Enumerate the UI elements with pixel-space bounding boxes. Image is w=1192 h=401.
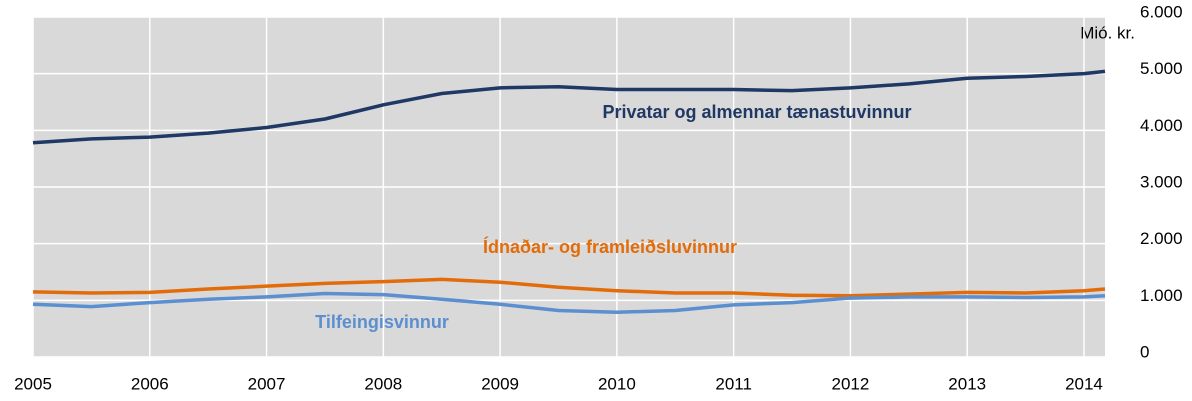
x-tick-label: 2012: [832, 374, 870, 393]
series-line: [32, 69, 1106, 145]
y-tick-label: 4.000: [1140, 116, 1183, 135]
x-tick-label: 2009: [481, 374, 519, 393]
series-label: Tilfeingisvinnur: [315, 312, 449, 332]
y-tick-label: 5.000: [1140, 59, 1183, 78]
y-tick-label: 0: [1140, 342, 1149, 361]
x-tick-label: 2008: [364, 374, 402, 393]
series-line: [32, 277, 1106, 298]
x-tick-label: 2006: [131, 374, 169, 393]
series-line: [32, 291, 1106, 314]
x-tick-label: 2007: [248, 374, 286, 393]
x-tick-label: 2010: [598, 374, 636, 393]
x-tick-label: 2005: [14, 374, 52, 393]
x-tick-label: 2011: [715, 374, 752, 393]
x-tick-label: 2013: [948, 374, 986, 393]
series-label: Privatar og almennar tænastuvinnur: [602, 102, 911, 122]
y-tick-label: 6.000: [1140, 2, 1183, 21]
y-tick-label: 3.000: [1140, 172, 1183, 191]
x-tick-label: 2014: [1065, 374, 1103, 393]
series-label: Ídnaðar- og framleiðsluvinnur: [483, 236, 737, 257]
y-tick-label: 1.000: [1140, 286, 1183, 305]
axis-unit: Mió. kr.: [1080, 23, 1135, 42]
y-tick-label: 2.000: [1140, 229, 1183, 248]
